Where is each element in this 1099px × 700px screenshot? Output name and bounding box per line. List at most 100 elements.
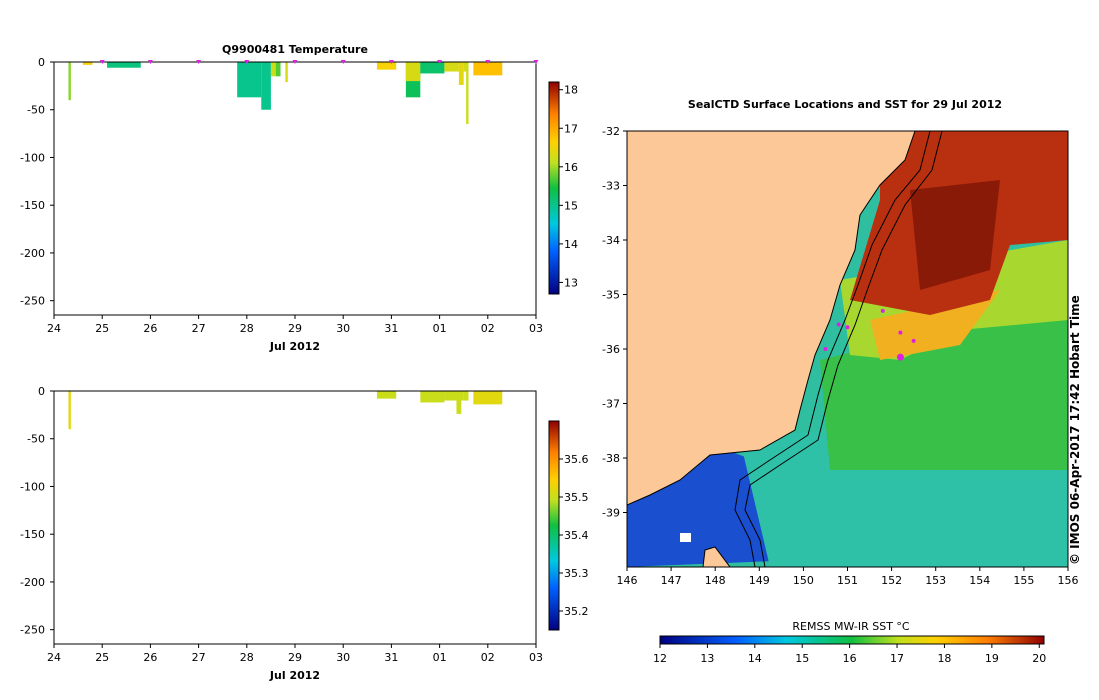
lon-tick-label: 151 — [837, 574, 858, 587]
sst-tick-label: 16 — [843, 652, 857, 665]
y-tick-label: -150 — [20, 199, 45, 212]
surface-location-marker — [845, 325, 850, 330]
lat-tick-label: -37 — [602, 398, 620, 411]
map-longitude-axis: 146 147 148 149 150 151 152 153 154 155 156 — [617, 567, 1079, 587]
y-tick-label: -250 — [20, 295, 45, 308]
temperature-plot-frame — [53, 61, 537, 316]
colorbar-tick-label: 13 — [564, 276, 578, 289]
lon-tick-label: 149 — [749, 574, 770, 587]
temperature-x-axis: 24 25 26 27 28 29 30 31 01 02 03 — [47, 315, 543, 335]
lon-tick-label: 152 — [881, 574, 902, 587]
profile-cell — [473, 62, 503, 76]
surface-location-marker — [898, 330, 903, 335]
profile-cell — [270, 62, 276, 77]
profile-cell — [444, 62, 459, 72]
sst-colorbar-ticks: 12 13 14 15 16 17 18 19 20 — [653, 644, 1046, 665]
surface-location-marker — [911, 338, 916, 343]
profile-marker — [340, 60, 346, 64]
x-tick-label: 26 — [143, 322, 157, 335]
profile-marker — [147, 60, 153, 64]
profile-marker — [244, 60, 250, 64]
y-tick-label: -100 — [20, 480, 45, 493]
profile-cell — [463, 391, 469, 401]
sst-tick-label: 14 — [748, 652, 762, 665]
sst-green-zone — [820, 300, 1068, 470]
profile-cell — [405, 62, 421, 82]
profile-markers — [99, 60, 539, 64]
colorbar-tick-label: 35.2 — [564, 605, 589, 618]
salinity-profiles — [68, 391, 503, 430]
colorbar-tick-label: 35.6 — [564, 453, 589, 466]
y-tick-label: 0 — [38, 56, 45, 69]
profile-cell — [444, 391, 464, 401]
temperature-colorbar-ticks: 13 14 15 16 17 18 — [559, 84, 578, 289]
lon-tick-label: 146 — [617, 574, 638, 587]
x-tick-label: 25 — [95, 322, 109, 335]
salinity-x-label: Jul 2012 — [269, 669, 320, 682]
colorbar-tick-label: 35.3 — [564, 567, 589, 580]
x-tick-label: 30 — [336, 651, 350, 664]
sst-colorbar — [659, 635, 1045, 645]
profile-marker — [292, 60, 298, 64]
x-tick-label: 24 — [47, 651, 61, 664]
no-data-pixel — [680, 533, 691, 542]
x-tick-label: 26 — [143, 651, 157, 664]
surface-location-marker — [880, 308, 885, 313]
sst-colorbar-label: REMSS MW-IR SST °C — [792, 620, 910, 633]
x-tick-label: 28 — [240, 651, 254, 664]
profile-marker — [437, 60, 443, 64]
x-tick-label: 02 — [481, 322, 495, 335]
lat-tick-label: -32 — [602, 125, 620, 138]
colorbar-tick-label: 14 — [564, 238, 578, 251]
temperature-colorbar — [548, 81, 560, 295]
temperature-y-axis: 0 -50 -100 -150 -200 -250 — [20, 56, 54, 308]
salinity-panel: 0 -50 -100 -150 -200 -250 24 25 26 27 28 29 30 31 01 0… — [20, 385, 588, 682]
imos-stamp: © IMOS 06-Apr-2017 17:42 Hobart Time — [1068, 295, 1082, 565]
y-tick-label: -200 — [20, 247, 45, 260]
temperature-panel: Q9900481 Temperature 0 -50 -100 -150 -200 -25… — [20, 43, 578, 353]
y-tick-label: -50 — [27, 433, 45, 446]
surface-location-marker — [896, 353, 904, 361]
profile-cell — [275, 62, 281, 77]
x-tick-label: 27 — [192, 651, 206, 664]
lon-tick-label: 147 — [661, 574, 682, 587]
temperature-profiles — [68, 62, 503, 125]
colorbar-tick-label: 18 — [564, 84, 578, 97]
profile-cell — [420, 391, 445, 403]
temperature-x-label: Jul 2012 — [269, 340, 320, 353]
x-tick-label: 30 — [336, 322, 350, 335]
salinity-plot-frame — [53, 390, 537, 645]
x-tick-label: 25 — [95, 651, 109, 664]
colorbar-tick-label: 16 — [564, 161, 578, 174]
salinity-y-axis: 0 -50 -100 -150 -200 -250 — [20, 385, 54, 637]
y-tick-label: 0 — [38, 385, 45, 398]
lat-tick-label: -34 — [602, 234, 620, 247]
lon-tick-label: 156 — [1058, 574, 1079, 587]
profile-cell — [107, 62, 141, 68]
profile-cell — [420, 62, 445, 74]
profile-cell — [68, 62, 71, 101]
profile-cell — [466, 62, 469, 125]
map-latitude-axis: -32 -33 -34 -35 -36 -37 -38 -39 — [602, 125, 627, 520]
map-title: SealCTD Surface Locations and SST for 29… — [688, 98, 1002, 111]
sst-orange-zone — [870, 290, 1000, 360]
colorbar-tick-label: 35.4 — [564, 529, 589, 542]
x-tick-label: 01 — [433, 651, 447, 664]
profile-cell — [458, 62, 464, 85]
profile-cell — [68, 391, 71, 430]
lat-tick-label: -35 — [602, 289, 620, 302]
island-landmass — [702, 546, 731, 567]
sst-map-panel: SealCTD Surface Locations and SST for 29… — [602, 98, 1078, 665]
profile-marker — [99, 60, 105, 64]
sst-tick-label: 19 — [985, 652, 999, 665]
isobath-deep — [744, 131, 943, 567]
x-tick-label: 27 — [192, 322, 206, 335]
lon-tick-label: 148 — [705, 574, 726, 587]
profile-marker — [533, 60, 539, 64]
x-tick-label: 29 — [288, 322, 302, 335]
profile-marker — [485, 60, 491, 64]
sst-hot-core — [910, 180, 1000, 290]
profile-cell — [261, 62, 271, 110]
x-tick-label: 03 — [529, 651, 543, 664]
x-tick-label: 29 — [288, 651, 302, 664]
